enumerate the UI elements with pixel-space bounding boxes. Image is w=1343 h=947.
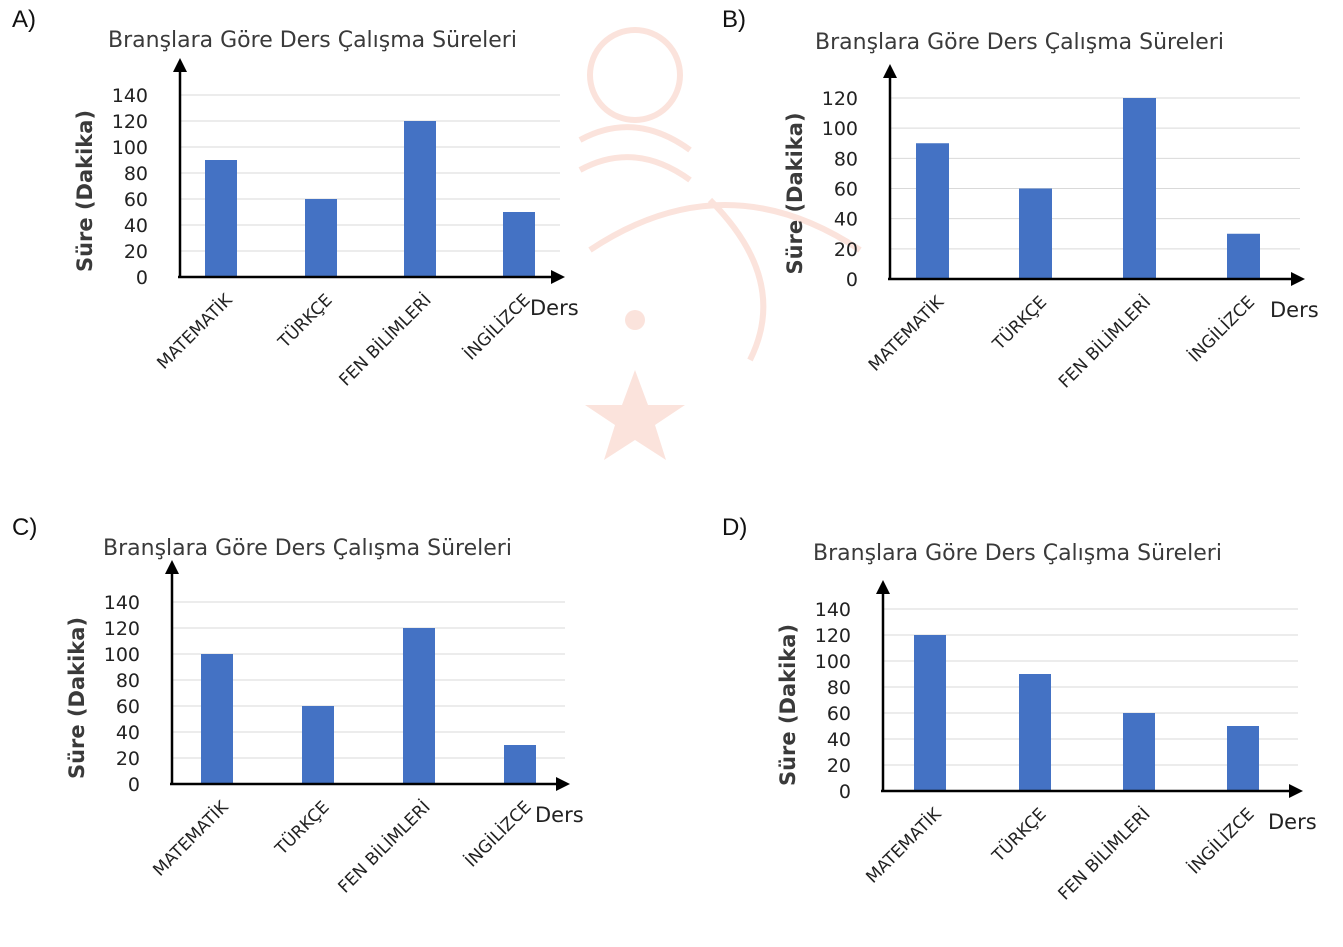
y-tick-label: 80 <box>116 670 140 692</box>
bar-4 <box>1227 233 1260 279</box>
x-axis-arrow <box>1291 272 1305 286</box>
y-tick-label: 120 <box>104 618 140 640</box>
bar-3 <box>1123 713 1155 791</box>
y-axis-arrow <box>173 58 187 72</box>
y-tick-label: 60 <box>116 696 140 718</box>
y-tick-label: 100 <box>112 137 148 159</box>
bar-4 <box>504 745 536 784</box>
category-label: TÜRKÇE <box>987 803 1051 867</box>
option-label-a: A) <box>12 6 36 33</box>
x-axis-title: Ders <box>1268 810 1317 834</box>
y-tick-label: 40 <box>834 209 858 231</box>
y-tick-label: 0 <box>136 267 148 289</box>
chart-panel-d: D) Branşlara Göre Ders Çalışma Süreleri 0… <box>670 480 1343 947</box>
category-label: MATEMATİK <box>862 803 946 887</box>
bar-2 <box>302 706 334 784</box>
chart-title: Branşlara Göre Ders Çalışma Süreleri <box>108 28 517 53</box>
y-tick-label: 60 <box>124 189 148 211</box>
y-tick-label: 20 <box>124 241 148 263</box>
option-label-d: D) <box>722 514 748 541</box>
y-tick-label: 140 <box>104 592 140 614</box>
chart-title: Branşlara Göre Ders Çalışma Süreleri <box>813 541 1222 566</box>
bar-chart-a: Branşlara Göre Ders Çalışma Süreleri 0 20 4… <box>73 28 579 390</box>
y-axis-title: Süre (Dakika) <box>776 624 800 786</box>
bar-1 <box>205 160 237 277</box>
option-label-c: C) <box>12 514 38 541</box>
chart-title: Branşlara Göre Ders Çalışma Süreleri <box>815 30 1224 55</box>
bar-1 <box>201 654 233 784</box>
x-axis-arrow <box>551 270 565 284</box>
bar-4 <box>1227 726 1259 791</box>
bar-3 <box>403 628 435 784</box>
y-tick-label: 120 <box>112 111 148 133</box>
y-tick-label: 100 <box>815 651 851 673</box>
x-axis-title: Ders <box>535 803 584 827</box>
chart-panel-a: A) Branşlara Göre Ders Çalışma Süreleri 0… <box>0 0 670 470</box>
y-axis-arrow <box>883 64 897 78</box>
category-label: FEN BİLİMLERİ <box>1054 804 1155 905</box>
y-tick-label: 100 <box>104 644 140 666</box>
bar-4 <box>503 212 535 277</box>
y-tick-label: 20 <box>834 239 858 261</box>
option-label-b: B) <box>722 6 746 33</box>
y-tick-label: 60 <box>827 703 851 725</box>
chart-panel-c: C) Branşlara Göre Ders Çalışma Süreleri 0… <box>0 480 670 947</box>
bar-2 <box>305 199 337 277</box>
y-tick-label: 0 <box>128 774 140 796</box>
y-axis-title: Süre (Dakika) <box>783 112 807 274</box>
y-tick-label: 0 <box>839 781 851 803</box>
y-tick-label: 80 <box>827 677 851 699</box>
bar-3 <box>404 121 436 277</box>
chart-title: Branşlara Göre Ders Çalışma Süreleri <box>103 536 512 561</box>
y-tick-label: 0 <box>846 269 858 291</box>
y-tick-label: 80 <box>124 163 148 185</box>
watermark-emblem <box>578 27 862 460</box>
y-tick-label: 80 <box>834 148 858 170</box>
x-axis-title: Ders <box>1270 298 1319 322</box>
y-tick-label: 140 <box>112 85 148 107</box>
bar-3 <box>1123 98 1156 279</box>
chart-panel-b: B) Branşlara Göre Ders Çalışma Süreleri 0… <box>670 0 1343 470</box>
y-tick-label: 120 <box>822 88 858 110</box>
x-axis-title: Ders <box>530 296 579 320</box>
y-tick-label: 40 <box>116 722 140 744</box>
bar-2 <box>1019 188 1052 279</box>
y-tick-label: 60 <box>834 179 858 201</box>
bar-chart-c: Branşlara Göre Ders Çalışma Süreleri 0 20 4… <box>65 536 584 897</box>
x-axis-arrow <box>1289 784 1303 798</box>
x-axis-arrow <box>556 777 570 791</box>
y-tick-label: 40 <box>827 729 851 751</box>
y-axis-title: Süre (Dakika) <box>73 110 97 272</box>
y-tick-label: 20 <box>116 748 140 770</box>
y-tick-label: 120 <box>815 625 851 647</box>
y-tick-label: 140 <box>815 599 851 621</box>
y-axis-arrow <box>876 580 890 594</box>
y-axis-arrow <box>165 560 179 574</box>
bar-1 <box>916 143 949 279</box>
y-tick-label: 40 <box>124 215 148 237</box>
bar-1 <box>914 635 946 791</box>
y-axis-title: Süre (Dakika) <box>65 617 89 779</box>
bar-chart-b: Branşlara Göre Ders Çalışma Süreleri 0 20 4… <box>783 30 1319 392</box>
y-tick-label: 100 <box>822 118 858 140</box>
bar-2 <box>1019 674 1051 791</box>
y-tick-label: 20 <box>827 755 851 777</box>
category-label: İNGİLİZCE <box>1184 804 1259 879</box>
